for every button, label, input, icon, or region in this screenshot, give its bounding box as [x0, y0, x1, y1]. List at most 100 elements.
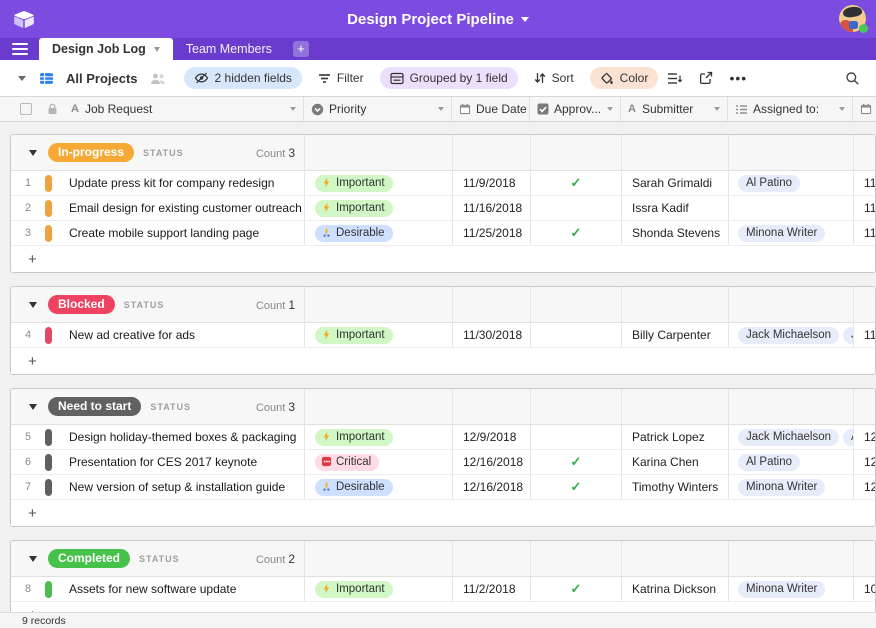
cell-priority[interactable]: Important [304, 425, 452, 449]
table-row[interactable]: 1 Update press kit for company redesign … [11, 171, 875, 196]
table-row[interactable]: 4 New ad creative for ads Important 11/3… [11, 323, 875, 348]
cell-priority[interactable]: Important [304, 171, 452, 195]
cell-approved[interactable]: ✓ [530, 577, 621, 601]
cell-due-date[interactable]: 11/9/2018 [452, 171, 530, 195]
cell-submitter[interactable]: Katrina Dickson [621, 577, 728, 601]
avatar[interactable] [839, 5, 866, 32]
table-row[interactable]: 3 Create mobile support landing page Des… [11, 221, 875, 246]
table-row[interactable]: 6 Presentation for CES 2017 keynote Crit… [11, 450, 875, 475]
cell-due-date[interactable]: 12/16/2018 [452, 475, 530, 499]
cell-job-request[interactable]: 6 Presentation for CES 2017 keynote [11, 450, 304, 474]
cell-submitter[interactable]: Patrick Lopez [621, 425, 728, 449]
cell-approved[interactable]: ✓ [530, 475, 621, 499]
cell-end-date[interactable]: 12/1 [853, 450, 875, 474]
cell-assigned[interactable]: Al Patino [728, 171, 853, 195]
cell-due-date[interactable]: 11/25/2018 [452, 221, 530, 245]
collapse-icon[interactable] [29, 301, 37, 308]
cell-assigned[interactable]: Minona Writer [728, 221, 853, 245]
chevron-down-icon[interactable] [438, 107, 444, 111]
chevron-down-icon[interactable] [714, 107, 720, 111]
table-row[interactable]: 2 Email design for existing customer out… [11, 196, 875, 221]
collapse-icon[interactable] [29, 403, 37, 410]
cell-approved[interactable] [530, 323, 621, 347]
cell-assigned[interactable]: Jack MichaelsonAl Patino [728, 425, 853, 449]
column-header-approved[interactable]: Approv... [529, 97, 620, 121]
chevron-down-icon[interactable] [607, 107, 613, 111]
cell-approved[interactable] [530, 196, 621, 220]
cell-priority[interactable]: Desirable [304, 475, 452, 499]
cell-job-request[interactable]: 5 Design holiday-themed boxes & packagin… [11, 425, 304, 449]
chevron-down-icon[interactable] [290, 107, 296, 111]
cell-job-request[interactable]: 7 New version of setup & installation gu… [11, 475, 304, 499]
more-options-icon[interactable]: ••• [729, 70, 748, 86]
cell-assigned[interactable]: Minona Writer [728, 577, 853, 601]
cell-due-date[interactable]: 11/2/2018 [452, 577, 530, 601]
color-button[interactable]: Color [589, 67, 659, 89]
sort-button[interactable]: Sort [524, 67, 584, 89]
column-header-priority[interactable]: Priority [303, 97, 451, 121]
collapse-icon[interactable] [29, 555, 37, 562]
cell-job-request[interactable]: 1 Update press kit for company redesign [11, 171, 304, 195]
table-row[interactable]: 7 New version of setup & installation gu… [11, 475, 875, 500]
add-record-row[interactable]: + [11, 246, 875, 272]
add-table-button[interactable]: + [292, 41, 309, 57]
table-row[interactable]: 8 Assets for new software update Importa… [11, 577, 875, 602]
tab-team-members[interactable]: Team Members [173, 38, 285, 60]
cell-approved[interactable]: ✓ [530, 450, 621, 474]
cell-submitter[interactable]: Billy Carpenter [621, 323, 728, 347]
cell-priority[interactable]: Important [304, 323, 452, 347]
row-height-icon[interactable] [662, 66, 686, 90]
menu-icon[interactable] [12, 43, 28, 55]
hidden-fields-button[interactable]: 2 hidden fields [183, 67, 302, 89]
cell-due-date[interactable]: 11/16/2018 [452, 196, 530, 220]
cell-assigned[interactable]: Al Patino [728, 450, 853, 474]
cell-submitter[interactable]: Sarah Grimaldi [621, 171, 728, 195]
cell-submitter[interactable]: Timothy Winters [621, 475, 728, 499]
cell-job-request[interactable]: 4 New ad creative for ads [11, 323, 304, 347]
cell-end-date[interactable]: 10/2 [853, 577, 875, 601]
cell-job-request[interactable]: 8 Assets for new software update [11, 577, 304, 601]
cell-approved[interactable]: ✓ [530, 221, 621, 245]
select-all-checkbox[interactable] [20, 103, 32, 115]
cell-approved[interactable] [530, 425, 621, 449]
column-header-job-request[interactable]: A Job Request [0, 97, 303, 121]
tab-design-job-log[interactable]: Design Job Log [39, 38, 173, 60]
cell-submitter[interactable]: Shonda Stevens [621, 221, 728, 245]
cell-assigned[interactable] [728, 196, 853, 220]
column-header-end-date[interactable]: E [852, 97, 876, 121]
cell-job-request[interactable]: 3 Create mobile support landing page [11, 221, 304, 245]
cell-priority[interactable]: Important [304, 577, 452, 601]
share-view-icon[interactable] [694, 66, 718, 90]
cell-assigned[interactable]: Minona Writer [728, 475, 853, 499]
view-sidebar-toggle-icon[interactable] [18, 75, 26, 81]
cell-priority[interactable]: Desirable [304, 221, 452, 245]
add-record-row[interactable]: + [11, 602, 875, 612]
cell-approved[interactable]: ✓ [530, 171, 621, 195]
add-record-row[interactable]: + [11, 348, 875, 374]
cell-due-date[interactable]: 12/16/2018 [452, 450, 530, 474]
cell-end-date[interactable]: 11/11 [853, 196, 875, 220]
cell-end-date[interactable]: 11/3 [853, 323, 875, 347]
app-logo-icon[interactable] [13, 10, 35, 29]
cell-end-date[interactable]: 12/8 [853, 425, 875, 449]
cell-due-date[interactable]: 12/9/2018 [452, 425, 530, 449]
cell-due-date[interactable]: 11/30/2018 [452, 323, 530, 347]
column-header-due-date[interactable]: Due Date [451, 97, 529, 121]
cell-priority[interactable]: Critical [304, 450, 452, 474]
collapse-icon[interactable] [29, 149, 37, 156]
chevron-down-icon[interactable] [839, 107, 845, 111]
group-button[interactable]: Grouped by 1 field [379, 67, 518, 89]
cell-end-date[interactable]: 11/2 [853, 221, 875, 245]
cell-submitter[interactable]: Issra Kadif [621, 196, 728, 220]
table-row[interactable]: 5 Design holiday-themed boxes & packagin… [11, 425, 875, 450]
cell-end-date[interactable]: 11/7/ [853, 171, 875, 195]
cell-end-date[interactable]: 12/1 [853, 475, 875, 499]
cell-submitter[interactable]: Karina Chen [621, 450, 728, 474]
column-header-submitter[interactable]: A Submitter [620, 97, 727, 121]
view-name[interactable]: All Projects [66, 70, 138, 86]
filter-button[interactable]: Filter [308, 67, 374, 89]
column-header-assigned-to[interactable]: Assigned to: [727, 97, 852, 121]
cell-assigned[interactable]: Jack MichaelsonJodi F [728, 323, 853, 347]
add-record-row[interactable]: + [11, 500, 875, 526]
cell-priority[interactable]: Important [304, 196, 452, 220]
